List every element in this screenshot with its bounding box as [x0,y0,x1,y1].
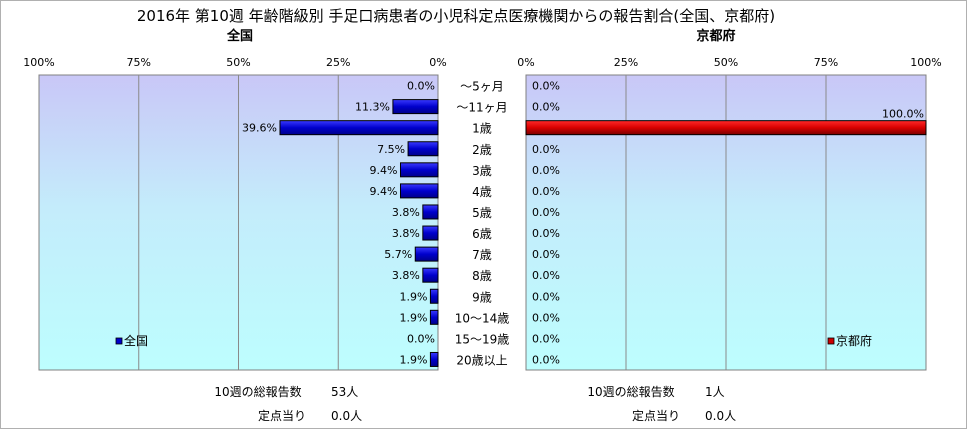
data-label: 7.5% [377,143,405,156]
bar [525,120,927,136]
data-label: 0.0% [532,227,560,240]
bar [279,120,439,136]
data-label: 3.8% [392,269,420,282]
tick-label: 100% [23,56,54,69]
legend-swatch [827,337,835,345]
legend: 全国 [115,333,148,348]
tick-label: 50% [226,56,250,69]
bar [422,267,439,283]
category-label: 10～14歳 [455,311,510,325]
tick-label: 25% [326,56,350,69]
category-label: ～11ヶ月 [456,101,507,115]
category-label: 2歳 [472,143,492,157]
category-label: 20歳以上 [456,353,507,367]
category-label: 6歳 [472,227,492,241]
left-footer-value: 53人 [331,385,358,399]
category-labels: ～5ヶ月 ～11ヶ月 1歳 2歳 3歳 4歳 5歳 6歳 7歳 8歳 9歳 10～14歳 15～19歳 2… [455,80,510,368]
tick-label: 25% [614,56,638,69]
data-label: 0.0% [532,290,560,303]
data-label: 0.0% [532,80,560,93]
bar [392,99,439,115]
tick-label: 100% [910,56,941,69]
tick-label: 0% [517,56,534,69]
data-label: 0.0% [532,164,560,177]
legend-label: 京都府 [836,333,872,348]
data-label: 1.9% [399,311,427,324]
data-label: 5.7% [384,248,412,261]
data-label: 0.0% [532,311,560,324]
tick-label: 50% [714,56,738,69]
data-label: 0.0% [532,353,560,366]
bar [407,141,439,157]
right-panel-title: 京都府 [696,28,735,44]
chart-title: 2016年 第10週 年齢階級別 手足口病患者の小児科定点医療機関からの報告割合… [137,7,775,25]
category-label: 1歳 [472,122,492,136]
category-label: 4歳 [472,185,492,199]
data-label: 0.0% [407,80,435,93]
data-label: 1.9% [399,353,427,366]
bar [399,162,439,178]
data-label: 0.0% [407,332,435,345]
data-label: 39.6% [242,122,277,135]
bar [429,351,439,367]
bar [429,309,439,325]
legend-swatch [115,337,123,345]
tick-label: 0% [429,56,446,69]
right-footer-label: 10週の総報告数 [587,384,674,399]
bar [414,246,439,262]
left-panel-title: 全国 [226,28,253,44]
data-label: 0.0% [532,185,560,198]
data-label: 11.3% [355,101,390,114]
data-label: 0.0% [532,206,560,219]
category-label: ～5ヶ月 [460,80,504,94]
data-label: 9.4% [370,164,398,177]
right-footer-sub-value: 0.0人 [705,409,736,423]
left-footer-sub-label: 定点当り [258,408,306,423]
data-label: 3.8% [392,206,420,219]
right-panel: 0% 25% 50% 75% 100% 0.0% 0.0% 100.0% 0.0% 0.0% 0.0… [517,56,942,371]
bar [422,225,439,241]
legend-label: 全国 [124,333,148,348]
category-label: 5歳 [472,206,492,220]
category-label: 3歳 [472,164,492,178]
tick-label: 75% [814,56,838,69]
data-label: 0.0% [532,269,560,282]
data-label: 3.8% [392,227,420,240]
data-label: 9.4% [370,185,398,198]
left-footer-sub-value: 0.0人 [331,409,362,423]
data-label: 0.0% [532,143,560,156]
data-label: 100.0% [882,108,924,121]
data-label: 0.0% [532,332,560,345]
right-footer-value: 1人 [705,385,725,399]
left-footer-label: 10週の総報告数 [214,384,301,399]
data-label: 1.9% [399,290,427,303]
data-label: 0.0% [532,248,560,261]
category-label: 8歳 [472,269,492,283]
category-label: 15～19歳 [455,332,510,346]
bar [399,183,439,199]
left-panel: 100% 75% 50% 25% 0% 0.0% 11.3% 39.6% 7.5% 9.4% 9.4… [23,56,447,371]
bar [422,204,439,220]
right-footer-sub-label: 定点当り [632,408,680,423]
category-label: 9歳 [472,290,492,304]
tick-label: 75% [127,56,151,69]
data-label: 0.0% [532,101,560,114]
legend: 京都府 [827,333,872,348]
category-label: 7歳 [472,248,492,262]
bar [429,288,439,304]
